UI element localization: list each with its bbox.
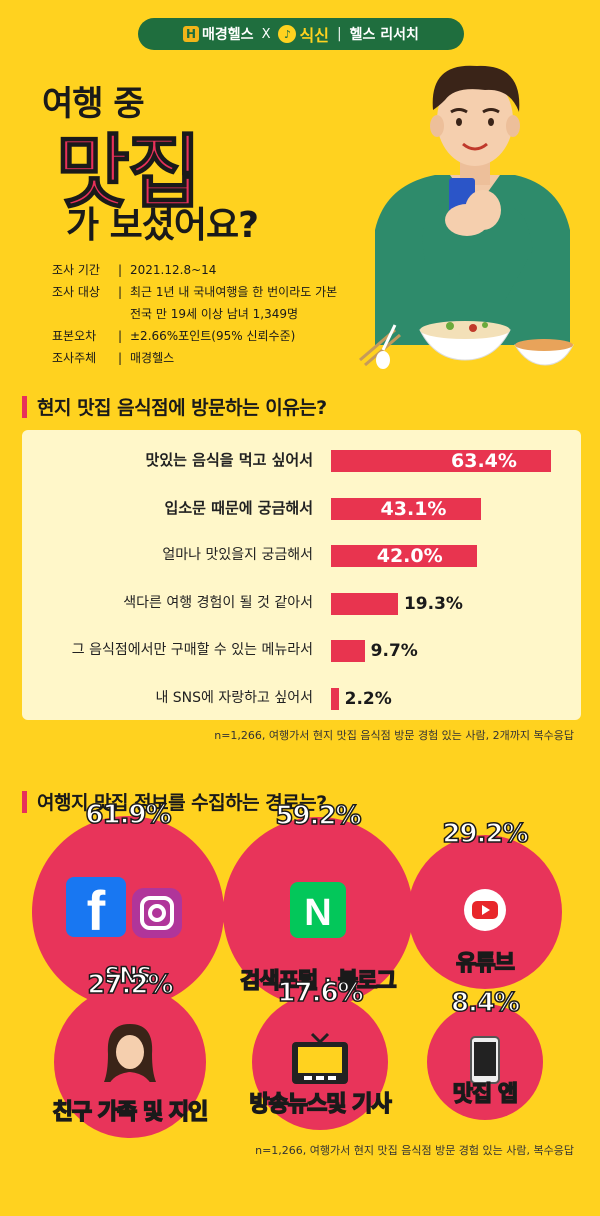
bar: [331, 497, 481, 520]
bar-value-label: 19.3%: [403, 593, 463, 614]
survey-key: 조사주체: [52, 351, 97, 365]
survey-value: 전국 만 19세 이상 남녀 1,349명: [130, 307, 299, 321]
section2-title-text: 여행지 맛집 정보를 수집하는 경로는?: [37, 792, 327, 814]
bubble-category-label: 친구 가족 및 지인: [52, 1099, 209, 1126]
bar: [331, 687, 339, 710]
survey-value: ±2.66%포인트(95% 신뢰수준): [130, 329, 296, 343]
research-label: 헬스 리서치: [349, 27, 419, 43]
bar-row: 내 SNS에 자랑하고 싶어서 2.2%: [22, 685, 581, 715]
bar: [331, 640, 365, 662]
section1-title-text: 현지 맛집 음식점에 방문하는 이유는?: [37, 397, 327, 419]
person-icon: [103, 1023, 156, 1092]
phone-icon: [469, 1035, 500, 1084]
bar-row: 얼마나 맛있을지 궁금해서 42.0%: [22, 542, 581, 572]
bar-category-label: 입소문 때문에 궁금해서: [164, 498, 313, 517]
bubble-category-label: 방송뉴스및 기사: [249, 1091, 393, 1118]
survey-value: 최근 1년 내 국내여행을 한 번이라도 가본: [130, 285, 338, 299]
man-with-phone-illustration: [355, 65, 595, 380]
h-icon: H: [183, 26, 200, 42]
source-bubble: f 61.9% SNS: [32, 799, 224, 1008]
tv-icon: [291, 1032, 348, 1084]
bar-value-label: 42.0%: [376, 545, 443, 567]
bubble-icon: [469, 1035, 500, 1088]
bar-value-label: 9.7%: [370, 641, 418, 661]
survey-info: 조사 기간 | 2021.12.8~14 조사 대상 | 최근 1년 내 국내여행을 한…: [52, 259, 337, 369]
youtube-icon: [463, 888, 506, 931]
bubble-category-label: 검색포털 · 블로그: [240, 968, 398, 995]
svg-text:f: f: [87, 879, 106, 942]
bubble-value-label: 17.6%: [277, 977, 365, 1009]
bar-category-label: 얼마나 맛있을지 궁금해서: [162, 547, 313, 563]
survey-value: 2021.12.8~14: [130, 263, 217, 277]
bar: [331, 545, 477, 567]
bubble-category-label: 유튜브: [455, 950, 515, 977]
bubble-icon: [100, 1022, 160, 1096]
sikshin-logo: ♪ 식신: [278, 22, 329, 46]
reason-bar-chart: 맛있는 음식을 먹고 싶어서 63.4% 입소문 때문에 궁금해서 43.1% 얼마나 …: [22, 430, 581, 720]
source-bubble: 29.2% 유튜브: [407, 818, 563, 990]
bar-category-label: 내 SNS에 자랑하고 싶어서: [155, 689, 313, 706]
bar-value-label: 43.1%: [380, 497, 447, 520]
maeil-logo: H 매경헬스: [183, 24, 254, 44]
section1-title: 현지 맛집 음식점에 방문하는 이유는?: [22, 393, 327, 420]
survey-key: 조사 대상: [52, 285, 100, 299]
bar-row: 맛있는 음식을 먹고 싶어서 63.4%: [22, 447, 581, 477]
bubble-value-label: 8.4%: [450, 987, 521, 1019]
chart1-note: n=1,266, 여행가서 현지 맛집 음식점 방문 경험 있는 사람, 2개까…: [214, 729, 574, 742]
bubble-category-label: SNS: [104, 963, 154, 990]
svg-text:N: N: [304, 892, 331, 934]
bar-row: 그 음식점에서만 구매할 수 있는 메뉴라서 9.7%: [22, 637, 581, 667]
source-bubble: 17.6% 방송뉴스및 기사: [249, 977, 392, 1130]
collab-x: X: [261, 26, 271, 42]
bar-row: 색다른 여행 경험이 될 것 같아서 19.3%: [22, 590, 581, 620]
facebook-icon: f: [66, 877, 182, 942]
bubble-icon: [290, 1032, 350, 1092]
note-icon: ♪: [278, 25, 297, 43]
source-bubble: 27.2% 친구 가족 및 지인: [52, 969, 209, 1138]
bubble-icon: [463, 888, 507, 936]
section2-title: 여행지 맛집 정보를 수집하는 경로는?: [22, 788, 327, 815]
brand-bar: H 매경헬스 X ♪ 식신 | 헬스 리서치: [138, 18, 464, 50]
bar-value-label: 63.4%: [451, 450, 517, 472]
title-mark: [22, 395, 27, 418]
bubble-value-label: 27.2%: [87, 969, 175, 1001]
hero-line3: 가 보셨어요?: [66, 205, 259, 246]
bubble-value-label: 29.2%: [442, 818, 530, 850]
bubble-value-label: 61.9%: [85, 799, 173, 831]
source-bubble: N 59.2% 검색포털 · 블로그: [223, 801, 413, 1007]
bar-category-label: 색다른 여행 경험이 될 것 같아서: [123, 594, 313, 611]
naver-icon: N: [289, 881, 346, 938]
bar-category-label: 맛있는 음식을 먹고 싶어서: [145, 451, 313, 469]
bubble-value-label: 59.2%: [275, 801, 363, 833]
bubble-icon: f: [66, 872, 186, 946]
bar-category-label: 그 음식점에서만 구매할 수 있는 메뉴라서: [71, 642, 313, 658]
bubble-icon: N: [289, 881, 346, 942]
survey-key: 표본오차: [52, 329, 97, 343]
survey-key: 조사 기간: [52, 263, 100, 277]
sikshin-label: 식신: [299, 26, 329, 45]
bar: [331, 592, 398, 615]
survey-value: 매경헬스: [130, 351, 175, 365]
bar: [331, 450, 551, 472]
brand-divider: |: [336, 26, 342, 42]
bar-row: 입소문 때문에 궁금해서 43.1%: [22, 495, 581, 525]
source-bubble: 8.4% 맛집 앱: [426, 987, 544, 1121]
bar-value-label: 2.2%: [344, 688, 392, 709]
hero-line1: 여행 중: [42, 84, 145, 124]
title-mark: [22, 790, 27, 813]
chart2-note: n=1,266, 여행가서 현지 맛집 음식점 방문 경험 있는 사람, 복수응…: [255, 1144, 574, 1157]
bubble-category-label: 맛집 앱: [452, 1081, 519, 1108]
maeil-label: 매경헬스: [202, 27, 254, 43]
hero-line2: 맛집: [55, 125, 202, 220]
